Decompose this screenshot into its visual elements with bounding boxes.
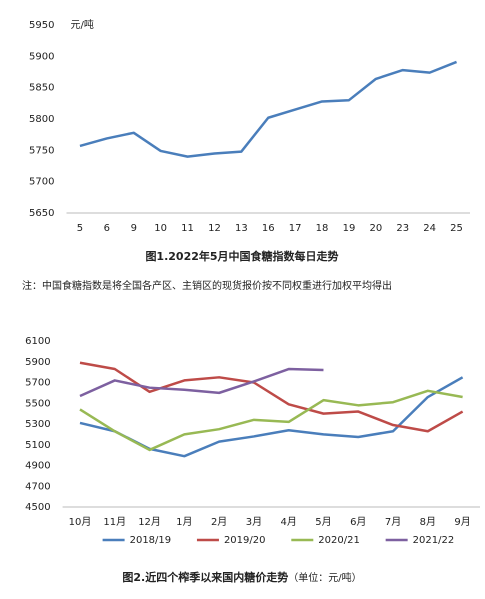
legend-label: 2019/20: [224, 535, 266, 546]
x-tick-label: 9月: [454, 516, 470, 528]
x-tick-label: 6月: [350, 516, 366, 528]
x-tick-label: 1月: [176, 516, 192, 528]
legend-label: 2020/21: [318, 535, 360, 546]
caption: 图1.2022年5月中国食糖指数每日走势: [145, 249, 338, 263]
x-tick-label: 11月: [103, 516, 126, 528]
x-tick-label: 8月: [420, 516, 436, 528]
x-tick-label: 10月: [69, 516, 92, 528]
y-tick-label: 5300: [25, 419, 50, 430]
x-tick-label: 11: [181, 223, 194, 234]
x-tick-label: 23: [396, 223, 409, 234]
x-tick-label: 3月: [246, 516, 262, 528]
y-tick-label: 4900: [25, 461, 50, 472]
x-tick-label: 20: [369, 223, 382, 234]
y-tick-label: 5700: [25, 378, 50, 389]
caption-text: 图1.2022年5月中国食糖指数每日走势: [145, 249, 338, 263]
unit-label: 元/吨: [71, 18, 94, 31]
x-tick-label: 6: [104, 223, 110, 234]
y-tick-label: 4700: [25, 481, 50, 492]
caption: 图2.近四个榨季以来国内糖价走势（单位：元/吨）: [122, 570, 361, 584]
legend-label: 2021/22: [413, 535, 455, 546]
y-tick-label: 5650: [29, 208, 54, 219]
x-tick-label: 2月: [211, 516, 227, 528]
y-tick-label: 5500: [25, 398, 50, 409]
y-tick-label: 4500: [25, 502, 50, 513]
y-tick-label: 5900: [25, 357, 50, 368]
x-tick-label: 19: [343, 223, 356, 234]
x-tick-label: 5: [77, 223, 83, 234]
x-tick-label: 13: [235, 223, 248, 234]
y-tick-label: 5100: [25, 440, 50, 451]
y-tick-label: 5950: [29, 20, 54, 31]
x-tick-label: 25: [450, 223, 463, 234]
caption-text: 图2.近四个榨季以来国内糖价走势: [122, 570, 288, 584]
series-line: [79, 367, 324, 398]
x-tick-label: 17: [289, 223, 302, 234]
x-tick-label: 16: [262, 223, 275, 234]
x-tick-label: 7月: [385, 516, 401, 528]
y-tick-label: 6100: [25, 336, 50, 347]
series-line: [79, 389, 463, 452]
x-tick-label: 12: [208, 223, 221, 234]
x-tick-label: 24: [423, 223, 436, 234]
y-tick-label: 5850: [29, 83, 54, 94]
y-tick-label: 5800: [29, 114, 54, 125]
x-tick-label: 10: [154, 223, 167, 234]
series-line: [79, 60, 458, 158]
y-tick-label: 5900: [29, 51, 54, 62]
note: 注：中国食糖指数是将全国各产区、主销区的现货报价按不同权重进行加权平均得出: [22, 279, 392, 292]
legend-label: 2018/19: [130, 535, 172, 546]
y-tick-label: 5700: [29, 177, 54, 188]
x-tick-label: 12月: [138, 516, 161, 528]
caption-unit: （单位：元/吨）: [288, 571, 361, 584]
series-line: [79, 361, 464, 433]
x-tick-label: 5月: [315, 516, 331, 528]
y-tick-label: 5750: [29, 145, 54, 156]
x-tick-label: 9: [131, 223, 137, 234]
x-tick-label: 4月: [281, 516, 297, 528]
x-tick-label: 18: [316, 223, 329, 234]
